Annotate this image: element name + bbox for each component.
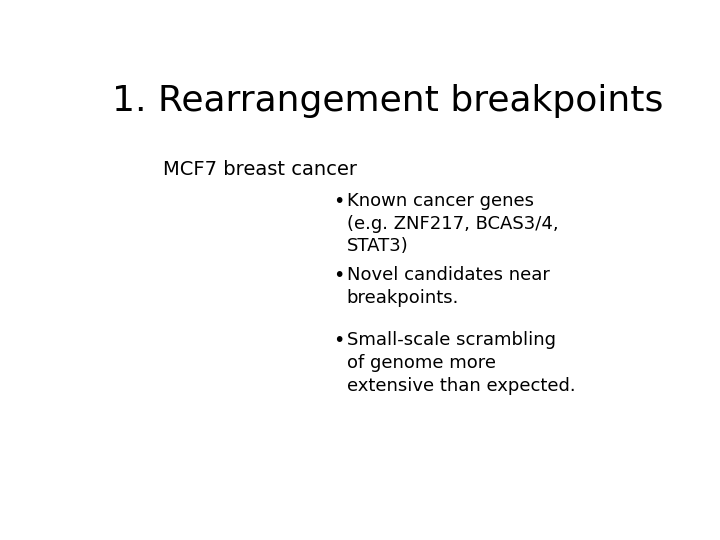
- Text: 1. Rearrangement breakpoints: 1. Rearrangement breakpoints: [112, 84, 664, 118]
- Text: •: •: [333, 331, 344, 350]
- Text: •: •: [333, 192, 344, 211]
- Text: •: •: [333, 266, 344, 286]
- Text: Novel candidates near
breakpoints.: Novel candidates near breakpoints.: [347, 266, 549, 307]
- Text: MCF7 breast cancer: MCF7 breast cancer: [163, 160, 356, 179]
- Text: Small-scale scrambling
of genome more
extensive than expected.: Small-scale scrambling of genome more ex…: [347, 331, 575, 395]
- Text: Known cancer genes
(e.g. ZNF217, BCAS3/4,
STAT3): Known cancer genes (e.g. ZNF217, BCAS3/4…: [347, 192, 558, 255]
